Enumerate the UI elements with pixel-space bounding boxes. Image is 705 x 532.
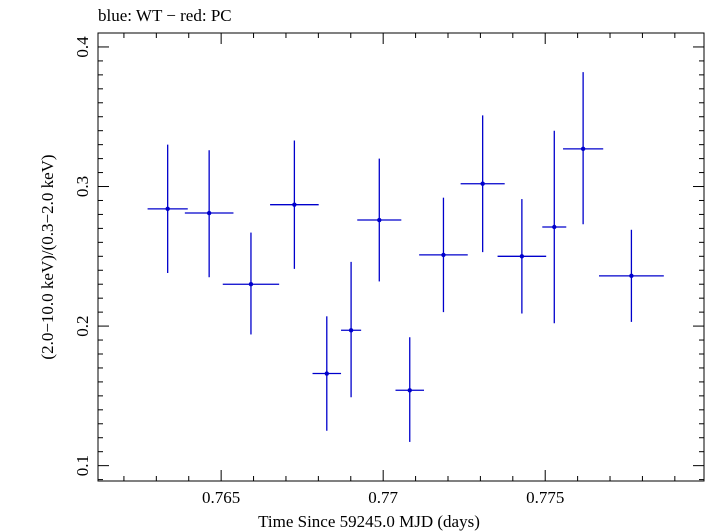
point-marker [348, 328, 354, 333]
point-marker [552, 224, 557, 230]
axis-ticks [98, 32, 704, 481]
data-point [184, 150, 234, 278]
data-point [460, 115, 505, 253]
data-point [357, 158, 402, 282]
point-marker [377, 217, 382, 223]
data-point [497, 199, 547, 314]
point-marker [292, 202, 297, 207]
data-point [419, 197, 468, 313]
x-axis-label: Time Since 59245.0 MJD (days) [258, 512, 480, 531]
point-marker [324, 371, 329, 376]
x-tick-label: 0.765 [202, 488, 240, 507]
y-tick-label: 0.2 [73, 315, 92, 336]
y-axis-label: (2.0−10.0 keV)/(0.3−2.0 keV) [38, 154, 57, 359]
x-tick-label: 0.775 [526, 488, 564, 507]
point-marker [407, 388, 412, 393]
data-points [147, 72, 664, 442]
x-tick-label: 0.77 [368, 488, 398, 507]
data-point [542, 130, 567, 324]
point-marker [248, 282, 254, 287]
data-point [599, 229, 664, 322]
data-point [341, 261, 362, 398]
plot-frame [97, 32, 705, 482]
y-tick-label: 0.3 [73, 176, 92, 197]
point-marker [206, 210, 212, 216]
point-marker [480, 181, 485, 186]
point-marker [629, 273, 634, 279]
data-point [395, 337, 425, 442]
chart-title: blue: WT − red: PC [98, 6, 232, 25]
data-point [147, 144, 188, 274]
y-tick-label: 0.1 [73, 455, 92, 476]
point-marker [165, 206, 170, 212]
point-marker [519, 254, 525, 259]
point-marker [441, 252, 446, 258]
axis-tick-labels: 0.765 0.77 0.775 0.1 0.2 0.3 0.4 [73, 36, 564, 507]
data-point [312, 316, 342, 431]
data-point [222, 232, 280, 335]
data-point [270, 140, 319, 269]
y-tick-label: 0.4 [73, 36, 92, 58]
point-marker [580, 146, 586, 152]
data-point [563, 72, 604, 225]
